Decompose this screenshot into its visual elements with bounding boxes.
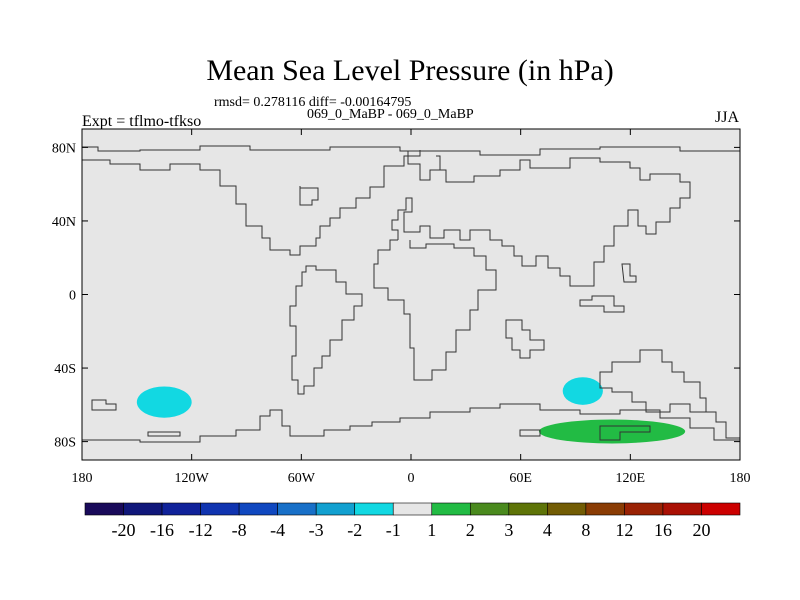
y-axis: 80N 40N 0 40S 80S	[52, 141, 740, 451]
x-tick-label: 60W	[288, 471, 316, 486]
colorbar-swatch	[123, 502, 163, 516]
colorbar-swatch	[585, 502, 625, 516]
colorbar-swatch	[547, 502, 587, 516]
colorbar-label: 8	[581, 520, 590, 540]
colorbar-label: 12	[615, 520, 633, 540]
colorbar-label: 20	[692, 520, 710, 540]
coastline-hudson	[299, 186, 319, 206]
coastline-ross-shelf	[147, 431, 181, 437]
colorbar-swatch	[84, 502, 124, 516]
coastline-arctic	[82, 145, 740, 156]
colorbar-label: -1	[386, 520, 401, 540]
colorbar-swatch	[315, 502, 356, 516]
coastline-antarctica	[82, 403, 740, 443]
coastline-north-america	[82, 150, 421, 256]
y-tick-label: 0	[69, 289, 76, 304]
colorbar-label: 16	[654, 520, 672, 540]
colorbar-swatch	[701, 502, 741, 516]
colorbar-swatch	[662, 502, 702, 516]
chart-title: Mean Sea Level Pressure (in hPa)	[206, 54, 614, 87]
coastlines	[82, 145, 740, 443]
coastline-ross-sea	[599, 425, 651, 441]
colorbar-label: -12	[189, 520, 213, 540]
colorbar-label: -16	[150, 520, 174, 540]
x-tick-label: 60E	[509, 471, 532, 486]
colorbar-swatch	[161, 502, 201, 516]
y-tick-label: 80S	[54, 436, 76, 451]
colorbar-label: 4	[543, 520, 552, 540]
colorbar-label: 1	[427, 520, 436, 540]
experiment-label: Expt = tflmo-tfkso	[82, 113, 202, 130]
anomaly-negative-1	[562, 377, 603, 405]
anomaly-negative-0	[136, 386, 192, 418]
coastline-indonesia	[579, 295, 625, 313]
colorbar-label: -20	[112, 520, 136, 540]
coastline-peninsula	[91, 399, 117, 411]
colorbar-swatch	[200, 502, 240, 516]
colorbar-swatch	[392, 502, 433, 516]
colorbar-swatch	[624, 502, 664, 516]
coastline-weddell	[519, 429, 541, 437]
coastline-south-america	[289, 265, 363, 395]
rmsd-diff-stats: rmsd= 0.278116 diff= -0.00164795	[214, 95, 412, 110]
x-tick-label: 120W	[175, 471, 210, 486]
colorbar-label: -4	[270, 520, 285, 540]
y-tick-label: 80N	[52, 141, 76, 156]
coastline-eurasia	[391, 157, 691, 287]
x-axis: 180 120W 60W 0 60E 120E 180	[72, 129, 751, 486]
x-tick-label: 120E	[616, 471, 646, 486]
colorbar-label: -8	[232, 520, 247, 540]
colorbar-swatch	[354, 502, 394, 516]
colorbar-label: 2	[466, 520, 475, 540]
colorbar-label: -2	[347, 520, 362, 540]
y-tick-label: 40N	[52, 215, 76, 230]
colorbar-swatch	[508, 502, 548, 516]
coastline-new-zealand	[706, 411, 740, 439]
season-label: JJA	[715, 109, 740, 126]
colorbar-swatch	[431, 502, 471, 516]
map-background	[82, 129, 740, 460]
colorbar-swatch	[277, 502, 317, 516]
colorbar-label: 3	[504, 520, 513, 540]
coastline-madagascar	[505, 319, 545, 359]
coastline-australia	[599, 349, 707, 413]
colorbar-swatch	[469, 502, 510, 516]
x-tick-label: 0	[408, 471, 415, 486]
y-tick-label: 40S	[54, 362, 76, 377]
x-tick-label: 180	[730, 471, 751, 486]
colorbar: -20 -16 -12 -8 -4 -3 -2 -1 1 2 3 4 8 12 16 20	[84, 502, 741, 540]
coastline-japan	[621, 263, 637, 283]
coastline-africa	[373, 239, 497, 381]
colorbar-swatch	[238, 502, 278, 516]
chart-subtitle: 069_0_MaBP - 069_0_MaBP	[307, 107, 474, 122]
colorbar-label: -3	[309, 520, 324, 540]
x-tick-label: 180	[72, 471, 93, 486]
coastline-greenland	[400, 150, 441, 181]
